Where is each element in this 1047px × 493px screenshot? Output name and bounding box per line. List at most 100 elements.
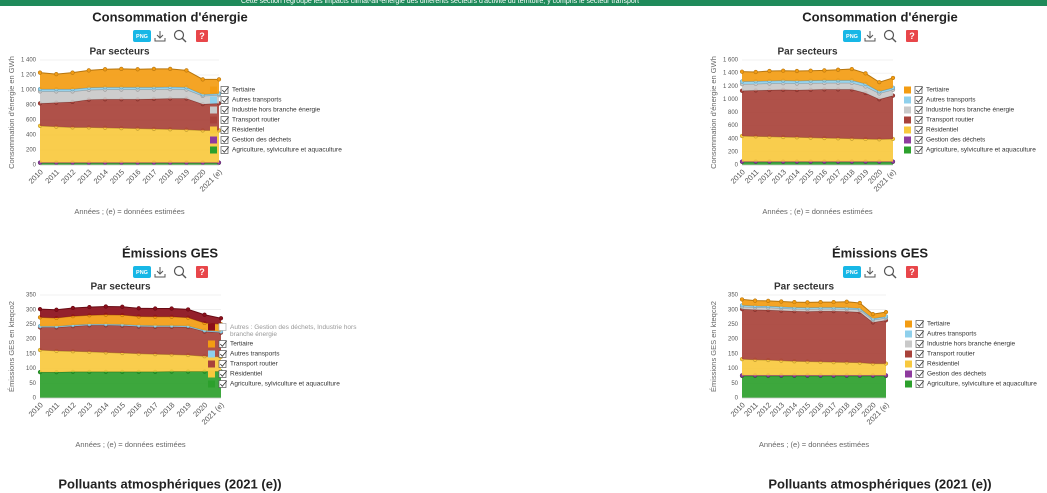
- point: [218, 316, 224, 321]
- y-tick-label: 800: [26, 103, 37, 109]
- y-tick-label: 400: [26, 133, 37, 139]
- y-tick-label: 300: [26, 307, 37, 313]
- y-tick-label: 200: [728, 337, 739, 343]
- download-icon: [154, 267, 166, 278]
- point: [200, 77, 205, 82]
- y-tick-label: 50: [29, 381, 36, 387]
- legend-item[interactable]: Industrie hors branche énergie: [210, 106, 321, 114]
- legend-swatch: [904, 106, 911, 114]
- x-axis-title: Années ; (e) = données estimées: [759, 440, 870, 449]
- legend-item[interactable]: Résidentiel: [208, 370, 263, 378]
- help-button[interactable]: ?: [906, 266, 918, 278]
- point: [766, 298, 771, 303]
- area: [742, 80, 893, 94]
- point: [808, 68, 813, 73]
- y-tick-label: 150: [26, 351, 37, 357]
- zoom-button[interactable]: [173, 265, 187, 279]
- legend-check: [916, 330, 925, 337]
- y-tick-label: 0: [33, 163, 37, 169]
- toolbar: PNG?: [843, 29, 918, 43]
- legend-item[interactable]: Résidentiel: [905, 360, 960, 368]
- png-button-bg: [843, 30, 861, 42]
- area-line: [39, 305, 222, 319]
- png-button[interactable]: PNG: [843, 266, 861, 278]
- legend-item[interactable]: Tertiaire: [904, 86, 950, 94]
- area: [742, 69, 893, 92]
- legend-swatch: [904, 86, 911, 94]
- y-tick-label: 300: [728, 307, 739, 313]
- x-tick-label: 2017: [142, 400, 160, 418]
- x-tick-label: 2013: [75, 167, 93, 185]
- png-button-bg: [133, 30, 151, 42]
- png-button[interactable]: PNG: [133, 266, 151, 278]
- legend-item[interactable]: Transport routier: [208, 360, 279, 368]
- download-button[interactable]: [154, 267, 166, 278]
- legend-item[interactable]: Résidentiel: [210, 126, 265, 134]
- legend-checkbox: [220, 96, 229, 104]
- legend-swatch: [208, 323, 215, 331]
- legend-item[interactable]: Gestion des déchets: [210, 136, 292, 144]
- section-title: Consommation d'énergie: [92, 9, 248, 24]
- legend-item[interactable]: Industrie hors branche énergie: [905, 340, 1016, 348]
- legend-item[interactable]: Agriculture, sylviculture et aquaculture: [210, 146, 342, 154]
- legend-item[interactable]: Agriculture, sylviculture et aquaculture: [905, 380, 1037, 388]
- legend-item[interactable]: Résidentiel: [904, 126, 959, 134]
- download-button[interactable]: [154, 31, 166, 42]
- point: [792, 299, 797, 305]
- x-tick-label: 2018: [158, 400, 176, 418]
- point: [831, 299, 836, 305]
- legend-item[interactable]: Industrie hors branche énergie: [904, 106, 1015, 114]
- legend-item[interactable]: Tertiaire: [208, 340, 254, 348]
- legend-swatch: [208, 370, 215, 378]
- banner-text: Cette section regroupe les impacts clima…: [241, 0, 639, 5]
- chart-title: Par secteurs: [774, 282, 834, 293]
- zoom-button[interactable]: [173, 29, 187, 43]
- download-button[interactable]: [864, 267, 876, 278]
- legend-label-line: branche énergie: [230, 331, 277, 338]
- legend-item[interactable]: Transport routier: [904, 116, 975, 124]
- y-tick-label: 250: [728, 322, 739, 328]
- area: [742, 82, 893, 100]
- legend-item[interactable]: Autres transports: [208, 350, 280, 358]
- legend-item[interactable]: Gestion des déchets: [904, 136, 986, 144]
- legend-item[interactable]: Tertiaire: [905, 320, 951, 328]
- help-button[interactable]: ?: [906, 30, 918, 42]
- legend-swatch: [904, 136, 911, 144]
- zoom-button[interactable]: [883, 265, 897, 279]
- legend-item[interactable]: Autres transports: [904, 96, 976, 104]
- area: [40, 324, 221, 333]
- legend-item[interactable]: Tertiaire: [210, 86, 256, 94]
- legend-label: Autres transports: [926, 97, 976, 104]
- zoom-button[interactable]: [883, 29, 897, 43]
- legend-check: [915, 86, 924, 93]
- legend-item[interactable]: Agriculture, sylviculture et aquaculture: [208, 380, 340, 388]
- legend-checkbox: [915, 360, 924, 368]
- legend-check: [221, 136, 230, 143]
- legend-checkbox: [915, 350, 924, 358]
- x-tick-label: 2013: [76, 400, 94, 418]
- y-tick-label: 600: [728, 123, 739, 129]
- png-button[interactable]: PNG: [133, 30, 151, 42]
- legend-check: [916, 320, 925, 327]
- legend-swatch: [905, 350, 912, 358]
- legend-item[interactable]: Transport routier: [905, 350, 976, 358]
- help-button[interactable]: ?: [196, 266, 208, 278]
- legend-checkbox: [220, 116, 229, 124]
- legend-swatch: [210, 116, 217, 124]
- legend-item[interactable]: Transport routier: [210, 116, 281, 124]
- legend-check: [915, 116, 924, 123]
- legend-item[interactable]: Autres transports: [210, 96, 282, 104]
- help-button[interactable]: ?: [196, 30, 208, 42]
- legend-item[interactable]: Agriculture, sylviculture et aquaculture: [904, 146, 1036, 154]
- png-button[interactable]: PNG: [843, 30, 861, 42]
- legend-checkbox: [914, 126, 923, 134]
- toolbar: PNG?: [843, 265, 918, 279]
- legend-check: [219, 340, 228, 347]
- download-button[interactable]: [864, 31, 876, 42]
- area-line: [741, 68, 894, 83]
- x-axis-title: Années ; (e) = données estimées: [762, 207, 873, 216]
- legend-item[interactable]: Autres : Gestion des déchets, Industrie …: [208, 323, 357, 338]
- legend-label: Autres transports: [927, 331, 977, 338]
- legend-item[interactable]: Autres transports: [905, 330, 977, 338]
- legend-item[interactable]: Gestion des déchets: [905, 370, 987, 378]
